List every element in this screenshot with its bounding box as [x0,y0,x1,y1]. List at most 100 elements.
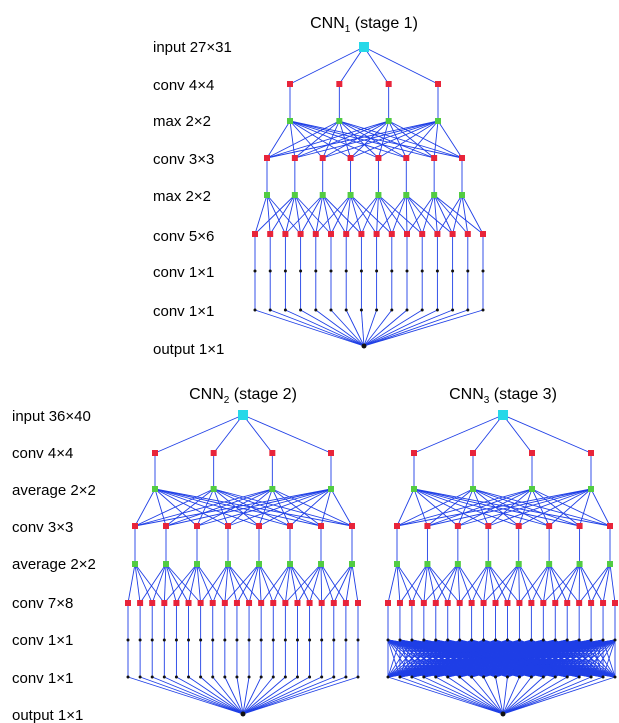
cnn3-conv3-node [528,600,535,606]
cnn3-conv2-node [546,523,553,529]
cnn3-edge [602,639,616,678]
cnn2-edge [258,563,274,604]
cnn2-edge [285,563,322,604]
cnn2-edge [196,563,202,604]
cnn3-conv4-node [494,638,498,642]
cnn2-edge [320,563,335,604]
cnn3-edge [579,563,592,604]
cnn3-edge [519,639,616,678]
cnn2-conv4-node [356,638,360,642]
cnn2-conv3-node [294,600,301,606]
cnn3-edge [531,488,580,527]
cnn1-edge [285,194,324,235]
cnn3-edge [396,488,415,527]
cnn3-edge [387,639,448,678]
cnn2-edge [154,488,353,527]
cnn3-edge [387,639,472,678]
cnn3-edge [518,563,544,604]
cnn2-edge [242,676,250,715]
cnn2-edge [154,488,167,527]
cnn2-conv5-node [308,675,312,679]
cnn1-conv4-node [466,269,470,273]
cnn2-conv4-node [308,638,312,642]
cnn1-edge [289,120,379,159]
cnn2-pool2-node [349,561,355,567]
cnn3-conv1-node [470,450,476,456]
cnn3-edge [502,676,580,715]
cnn1-conv3-node [434,231,441,237]
cnn1-edge [289,120,351,159]
cnn1-pool2-node [375,192,382,198]
cnn1-edge [338,120,352,159]
cnn1-conv4-node [299,269,303,273]
cnn2-conv4-node [138,638,142,642]
cnn1-conv3-node [312,231,319,237]
cnn2-edge [165,488,332,527]
cnn3-edge [518,563,520,604]
cnn2-conv2-node [163,523,169,529]
cnn1-edge [405,194,423,235]
cnn3-conv3-node [444,600,451,606]
cnn1-edge [266,120,439,159]
cnn1-edge [266,194,286,235]
cnn2-edge [345,563,353,604]
cnn1-conv4-node [405,269,409,273]
cnn3-pool2-node [576,561,583,567]
cnn3-edge [502,676,508,715]
cnn1-edge [322,120,389,159]
cnn3-conv4-node [446,638,450,642]
cnn1-edge [363,46,390,85]
cnn2-edge [163,563,198,604]
cnn2-edge [236,676,244,715]
cnn3-edge [483,639,616,678]
cnn3-conv5-node [410,675,414,679]
cnn3-conv5-node [482,675,486,679]
cnn3-edge [579,563,604,604]
cnn2-conv2-node [318,523,324,529]
cnn3-edge [472,488,580,527]
cnn3-pool1-node [529,486,535,492]
cnn2-edge [330,488,353,527]
cnn1-edge [433,194,438,235]
cnn1-conv1-node [287,81,293,87]
cnn2-edge [165,488,214,527]
cnn2-edge [165,563,177,604]
cnn1-input-node [359,42,369,52]
cnn2-edge [309,563,322,604]
cnn3-conv3-node [432,600,439,606]
cnn3-edge [531,488,611,527]
cnn1-conv5-node [451,308,455,312]
cnn2-conv4-node [162,638,166,642]
cnn3-edge [542,563,550,604]
cnn2-conv4-node [259,638,263,642]
cnn1-edge [345,309,365,347]
cnn3-edge [399,563,428,604]
cnn1-edge [363,309,423,347]
cnn2-edge [134,563,153,604]
cnn1-edge [376,194,379,235]
cnn3-conv3-node [552,600,559,606]
cnn3-edge [447,639,616,678]
cnn2-conv5-node [283,675,287,679]
cnn1-edge [339,120,407,159]
cnn3-edge [590,563,611,604]
cnn1-edge [339,120,435,159]
cnn1-conv2-node [291,155,298,161]
cnn3-edge [423,563,459,604]
cnn3-conv4-node [505,638,509,642]
cnn2-conv4-node [295,638,299,642]
cnn1-conv5-node [283,308,287,312]
cnn1-conv2-node [264,155,270,161]
cnn1-edge [376,194,407,235]
cnn1-edge [294,194,302,235]
cnn1-conv5-node [481,308,485,312]
cnn1-edge [266,194,301,235]
cnn1-conv5-node [420,308,424,312]
cnn3-edge [399,676,504,715]
cnn3-conv4-node [434,638,438,642]
cnn2-edge [248,563,260,604]
cnn2-conv3-node [270,600,277,606]
cnn1-edge [266,120,340,159]
cnn1-edge [330,309,365,347]
cnn2-conv3-node [185,600,192,606]
